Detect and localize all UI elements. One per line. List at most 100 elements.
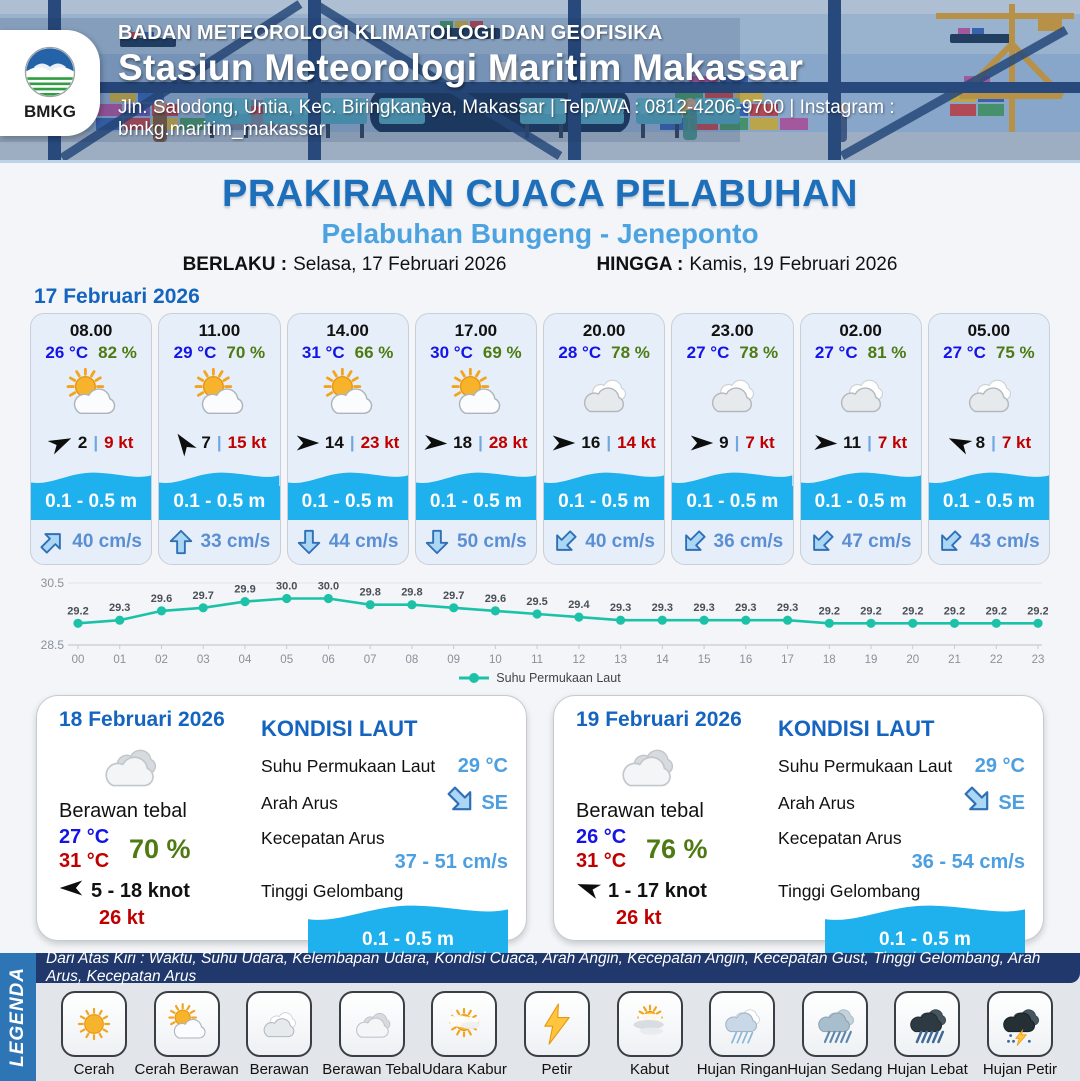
wave-icon bbox=[31, 470, 152, 486]
wind-direction-icon bbox=[552, 434, 576, 452]
wind-direction-icon bbox=[59, 879, 83, 903]
svg-text:08: 08 bbox=[406, 654, 419, 666]
svg-text:29.2: 29.2 bbox=[986, 605, 1007, 617]
current-direction-icon bbox=[441, 779, 482, 820]
current-direction-icon bbox=[958, 779, 999, 820]
humidity: 70 % bbox=[129, 833, 191, 864]
legend-item-box bbox=[894, 991, 961, 1057]
legend-item-label: Petir bbox=[541, 1061, 573, 1078]
wind-speed: 11 bbox=[843, 433, 862, 452]
air-temperature: 26 °C bbox=[45, 343, 89, 362]
time-label: 11.00 bbox=[198, 321, 241, 340]
berawan-icon bbox=[584, 379, 627, 413]
day-date: 19 Februari 2026 bbox=[576, 708, 742, 731]
svg-text:29.8: 29.8 bbox=[401, 587, 422, 599]
wind-range: 1 - 17 knot bbox=[608, 879, 707, 902]
udara-kabur-icon bbox=[449, 1007, 481, 1038]
legend-item: Cerah Berawan bbox=[134, 991, 239, 1078]
wind-speed: 7 bbox=[201, 433, 211, 452]
hourly-card: 11.00 29 °C 70 % 7 | 15 kt 0.1 - 0.5 m 33 c… bbox=[158, 313, 281, 565]
wave-icon bbox=[308, 905, 508, 924]
legend-swatch-icon bbox=[459, 673, 490, 683]
separator: | bbox=[991, 433, 996, 452]
valid-from: BERLAKU : Selasa, 17 Februari 2026 bbox=[182, 254, 507, 275]
wind-direction-icon bbox=[574, 875, 603, 900]
legend-item-label: Cerah bbox=[73, 1061, 115, 1078]
svg-text:23: 23 bbox=[1032, 654, 1045, 666]
petir-icon bbox=[544, 1003, 570, 1045]
wave-icon bbox=[544, 470, 665, 486]
wave-icon bbox=[800, 470, 921, 486]
wave-height-badge: 0.1 - 0.5 m bbox=[544, 486, 665, 520]
hourly-forecast-row: 08.00 26 °C 82 % 2 | 9 kt 0.1 - 0.5 m 40 cm… bbox=[0, 313, 1080, 565]
svg-text:29.2: 29.2 bbox=[819, 605, 840, 617]
time-label: 02.00 bbox=[839, 321, 882, 340]
humidity: 69 % bbox=[482, 343, 522, 362]
svg-text:29.2: 29.2 bbox=[944, 605, 965, 617]
hourly-card: 08.00 26 °C 82 % 2 | 9 kt 0.1 - 0.5 m 40 cm… bbox=[30, 313, 153, 565]
wave-height-value: 0.1 - 0.5 m bbox=[825, 924, 1025, 957]
current-speed: 33 cm/s bbox=[200, 531, 271, 552]
berawan-icon bbox=[712, 379, 755, 413]
current-speed-label: Kecepatan Arus bbox=[778, 828, 902, 848]
legend-item-box bbox=[246, 991, 313, 1057]
current-direction-icon bbox=[676, 524, 711, 559]
temp-min: 27 °C bbox=[59, 825, 110, 848]
legend-item: Hujan Petir bbox=[974, 991, 1066, 1078]
svg-text:29.6: 29.6 bbox=[151, 593, 172, 605]
svg-text:17: 17 bbox=[781, 654, 794, 666]
current-speed-value: 36 - 54 cm/s bbox=[911, 851, 1025, 873]
wave-height-badge: 0.1 - 0.5 m bbox=[800, 486, 921, 520]
day-date: 18 Februari 2026 bbox=[59, 708, 225, 731]
wave-icon bbox=[928, 470, 1049, 486]
current-direction-icon bbox=[804, 524, 839, 559]
separator: | bbox=[93, 433, 99, 452]
current-speed-value: 37 - 51 cm/s bbox=[394, 851, 508, 873]
wave-height-badge: 0.1 - 0.5 m bbox=[415, 486, 536, 520]
time-label: 05.00 bbox=[967, 321, 1011, 340]
bmkg-logo: BMKG bbox=[0, 30, 100, 136]
legend-item-box bbox=[431, 991, 498, 1057]
current-direction-icon bbox=[447, 785, 475, 821]
legend-item-label: Hujan Petir bbox=[982, 1061, 1058, 1078]
time-label: 08.00 bbox=[69, 321, 113, 340]
humidity: 81 % bbox=[867, 343, 907, 362]
svg-text:18: 18 bbox=[823, 654, 836, 666]
temp-max: 31 °C bbox=[59, 849, 110, 872]
station-name: Stasiun Meteorologi Maritim Makassar bbox=[118, 47, 804, 88]
wave-icon bbox=[415, 470, 536, 486]
svg-text:03: 03 bbox=[197, 654, 210, 666]
wave-icon bbox=[825, 905, 1025, 924]
current-row: 40 cm/s bbox=[544, 520, 664, 564]
wind-row: 9 | 7 kt bbox=[690, 433, 775, 453]
svg-text:20: 20 bbox=[906, 654, 919, 666]
wind-row: 7 | 15 kt bbox=[172, 433, 266, 457]
wave-label: Tinggi Gelombang bbox=[778, 881, 921, 901]
legend-item-label: Berawan Tebal bbox=[322, 1061, 422, 1078]
current-direction-icon bbox=[35, 524, 70, 559]
time-label: 20.00 bbox=[582, 321, 626, 340]
temp-max: 31 °C bbox=[576, 849, 627, 872]
cerah-berawan-icon bbox=[323, 367, 372, 414]
humidity: 78 % bbox=[739, 343, 779, 362]
day-card: 18 Februari 2026 Berawan tebal 27 °C 70 … bbox=[36, 695, 527, 957]
legend-item-label: Hujan Sedang bbox=[787, 1061, 883, 1078]
current-speed: 40 cm/s bbox=[585, 531, 655, 552]
svg-text:04: 04 bbox=[239, 654, 252, 666]
legend-item-box bbox=[616, 991, 683, 1057]
wind-range: 5 - 18 knot bbox=[91, 879, 190, 902]
condition-label: Berawan tebal bbox=[59, 800, 187, 822]
current-direction-icon bbox=[297, 529, 321, 555]
svg-text:29.3: 29.3 bbox=[109, 602, 130, 614]
current-speed: 44 cm/s bbox=[328, 531, 399, 552]
wind-row: 18 | 28 kt bbox=[424, 433, 528, 453]
validity-row: BERLAKU : Selasa, 17 Februari 2026 HINGGA… bbox=[0, 254, 1080, 276]
gust-speed: 7 kt bbox=[745, 433, 775, 452]
air-temperature: 27 °C bbox=[686, 343, 730, 362]
wave-height-badge: 0.1 - 0.5 m bbox=[308, 902, 508, 957]
weather-icon bbox=[574, 365, 634, 427]
legend-item-box bbox=[523, 991, 590, 1057]
wave-label: Tinggi Gelombang bbox=[261, 881, 404, 901]
legend-item: Udara Kabur bbox=[418, 991, 510, 1078]
legend-item: Berawan bbox=[233, 991, 325, 1078]
